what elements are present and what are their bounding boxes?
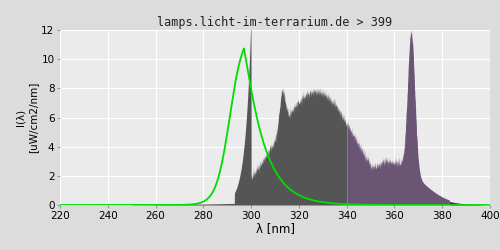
X-axis label: λ [nm]: λ [nm] xyxy=(256,222,294,235)
Title: lamps.licht-im-terrarium.de > 399: lamps.licht-im-terrarium.de > 399 xyxy=(158,16,392,29)
Y-axis label: I(λ)
[uW/cm2/nm]: I(λ) [uW/cm2/nm] xyxy=(15,82,38,153)
